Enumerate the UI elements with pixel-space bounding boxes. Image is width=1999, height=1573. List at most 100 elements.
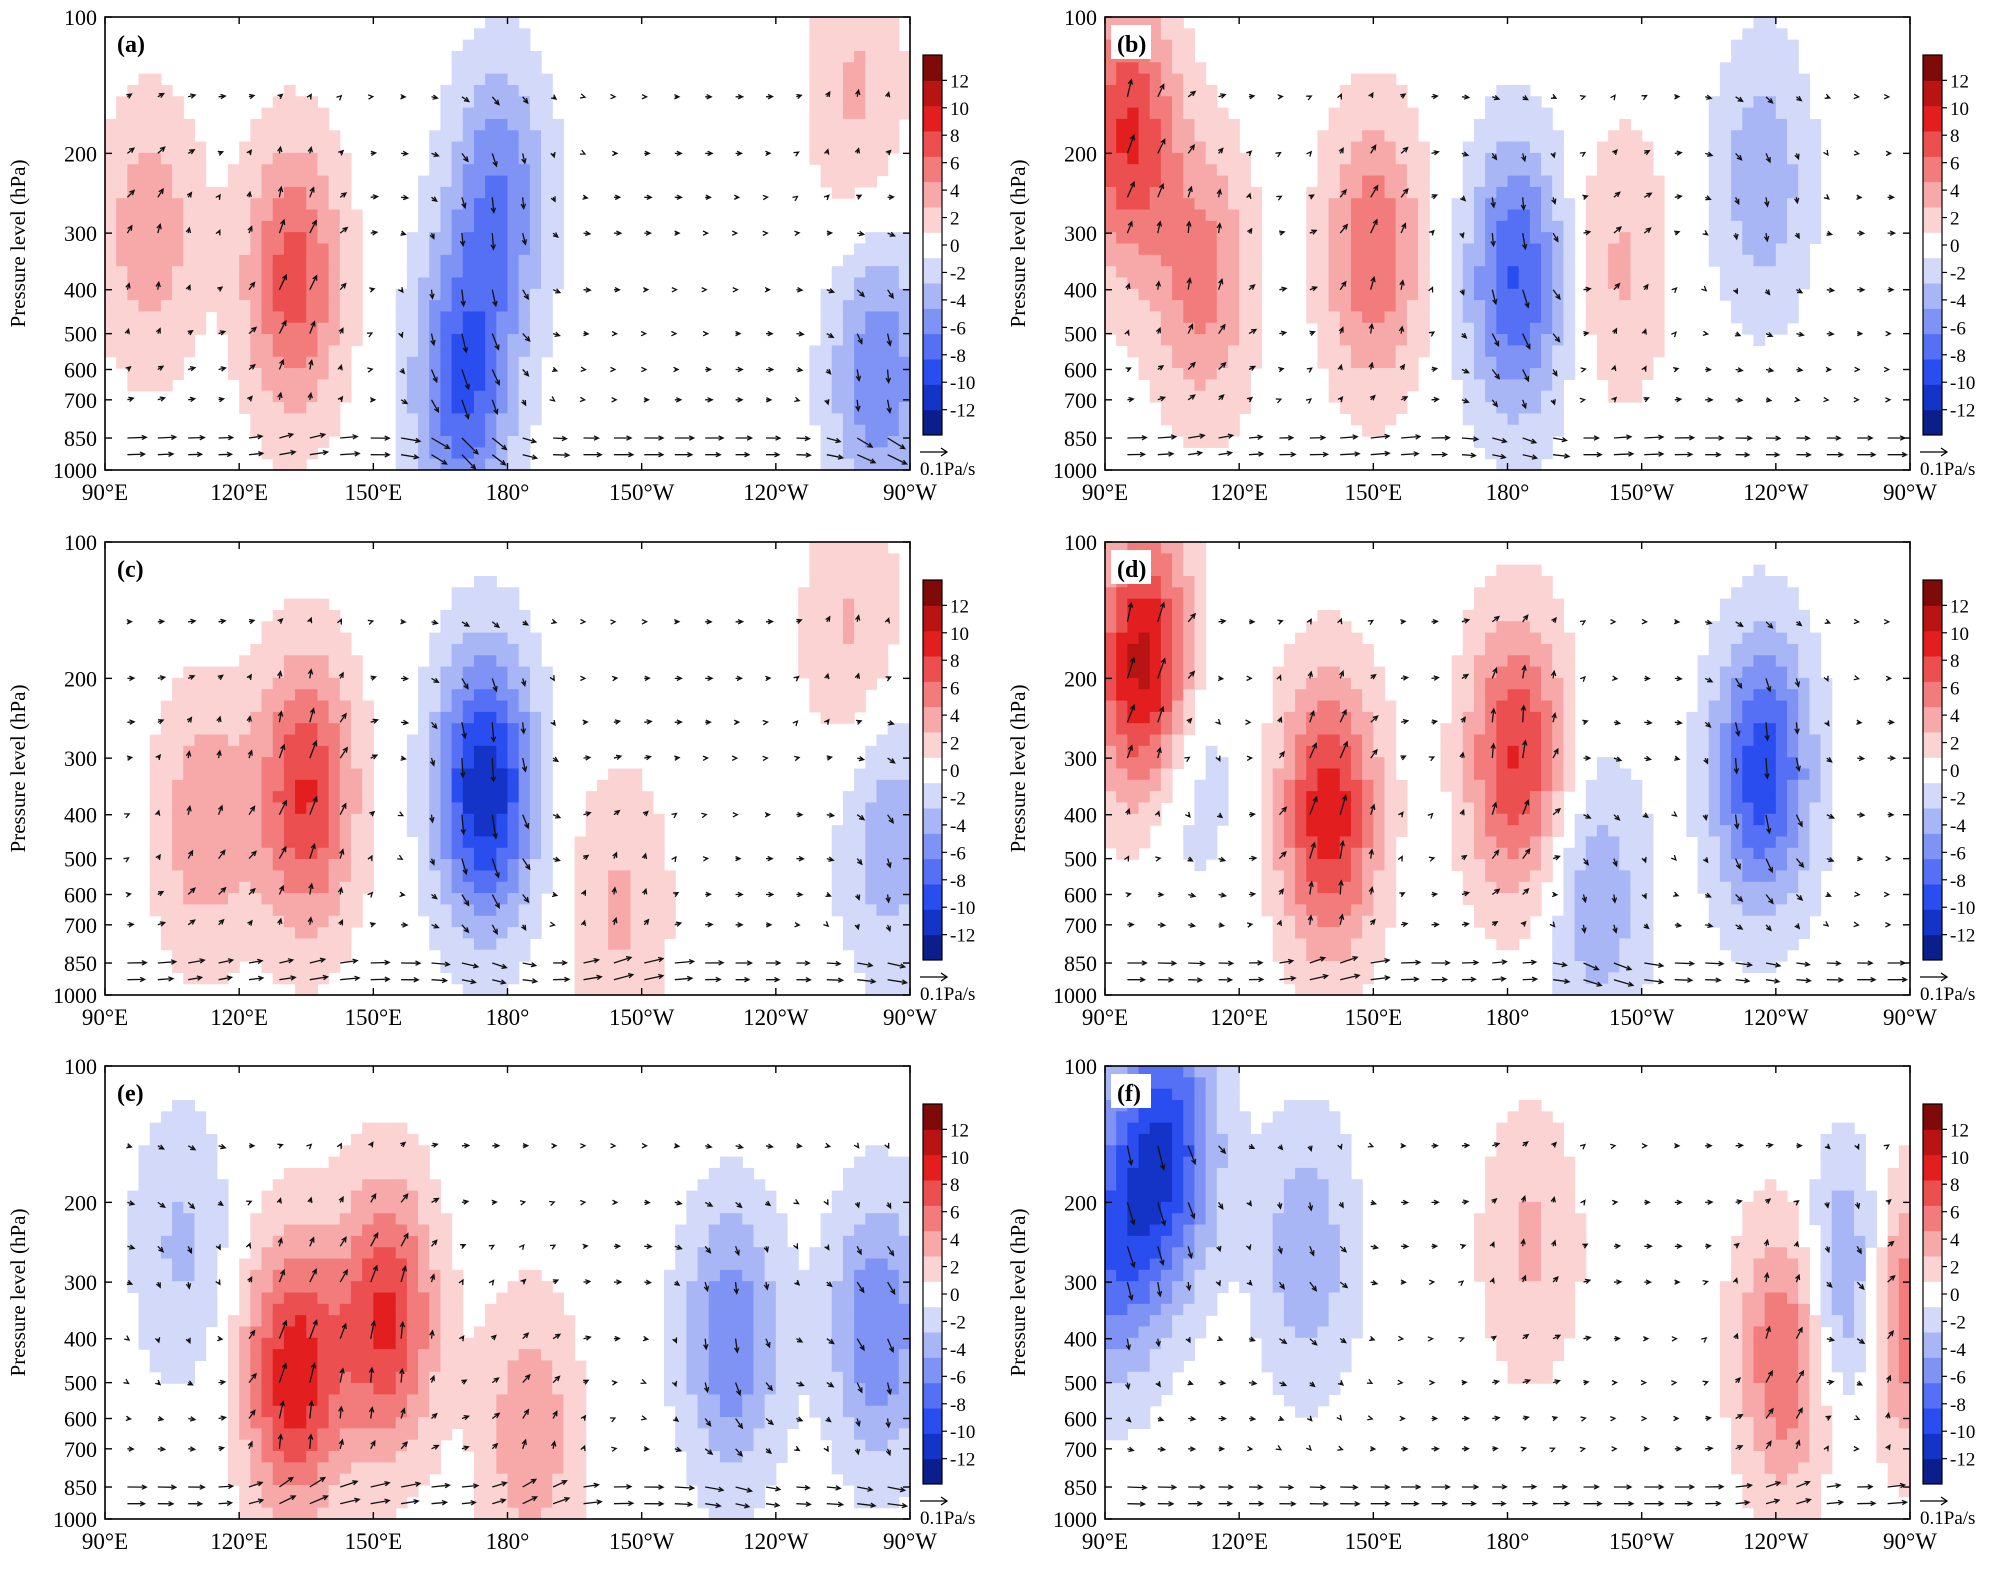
wind-vector [1853, 397, 1860, 403]
wind-vector [549, 675, 555, 682]
field-cell [1339, 96, 1352, 109]
field-cell [1395, 390, 1408, 403]
field-cell [541, 734, 553, 747]
field-cell [440, 379, 453, 392]
field-cell [820, 164, 833, 177]
field-cell [1194, 300, 1207, 313]
field-cell [1227, 402, 1240, 414]
wind-vector [248, 93, 256, 100]
wind-vector [1550, 152, 1556, 159]
wind-vector [218, 396, 226, 403]
field-cell [216, 711, 229, 724]
wind-vector [1309, 451, 1330, 458]
field-cell [160, 322, 173, 335]
field-cell [1395, 368, 1408, 380]
field-cell [272, 198, 285, 211]
field-cell [842, 424, 855, 437]
field-cell [283, 243, 296, 256]
field-cell [507, 927, 520, 939]
field-cell [854, 254, 866, 267]
wind-vector [126, 224, 133, 234]
wind-vector [309, 795, 318, 815]
field-cell [529, 50, 542, 63]
field-cell [183, 243, 196, 256]
field-cell [1339, 266, 1352, 279]
field-cell [541, 859, 553, 872]
field-cell [172, 881, 184, 894]
field-cell [854, 73, 866, 86]
field-cell [485, 220, 497, 233]
field-cell [1172, 322, 1184, 335]
field-cell [1418, 254, 1430, 267]
field-cell [1630, 198, 1643, 211]
field-cell [1250, 232, 1263, 245]
field-cell [1172, 390, 1184, 403]
wind-vector [187, 919, 196, 926]
y-tick-label: 600 [1064, 358, 1097, 383]
field-cell [451, 904, 464, 917]
field-cell [451, 62, 464, 75]
field-cell [1160, 277, 1173, 290]
wind-vector [1705, 366, 1713, 373]
wind-vector [1461, 151, 1470, 157]
field-cell [216, 893, 229, 905]
field-cell [261, 243, 274, 256]
field-cell [283, 164, 296, 177]
field-cell [507, 254, 520, 267]
field-cell [473, 436, 486, 448]
wind-vector [612, 851, 618, 859]
field-cell [652, 836, 665, 849]
field-cell [876, 927, 889, 939]
field-cell [485, 50, 497, 63]
field-cell [507, 130, 520, 143]
wind-vector [705, 194, 712, 200]
field-cell [328, 322, 341, 335]
field-cell [1608, 334, 1620, 347]
field-cell [1350, 254, 1363, 267]
field-cell [160, 311, 173, 324]
wind-vector [794, 230, 801, 237]
field-cell [116, 186, 128, 199]
wind-vector [549, 396, 556, 402]
field-cell [876, 152, 889, 165]
field-cell [1630, 254, 1643, 267]
field-cell [295, 689, 307, 702]
wind-vector [766, 451, 781, 458]
field-cell [328, 424, 341, 437]
field-cell [127, 96, 140, 109]
field-cell [1160, 322, 1173, 335]
field-cell [1328, 288, 1341, 301]
field-cell [194, 791, 207, 804]
field-cell [1731, 73, 1743, 86]
field-cell [1630, 345, 1643, 358]
wind-vector [1522, 289, 1530, 309]
wind-vector [185, 750, 192, 759]
field-cell [1753, 96, 1766, 109]
field-cell [317, 277, 330, 290]
field-cell [630, 859, 643, 872]
field-cell [272, 368, 285, 380]
field-cell [395, 402, 408, 414]
field-cell [1473, 413, 1486, 426]
field-cell [518, 141, 531, 154]
field-cell [507, 791, 520, 804]
field-cell [105, 254, 117, 267]
field-cell [1775, 130, 1788, 143]
field-cell [328, 723, 341, 736]
field-cell [317, 666, 330, 679]
field-cell [865, 542, 878, 554]
field-cell [306, 402, 319, 414]
wind-vector [1735, 152, 1743, 161]
wind-vector [856, 437, 874, 448]
field-cell [339, 232, 352, 245]
wind-vector [1368, 322, 1375, 334]
field-cell [1462, 164, 1475, 177]
field-cell [876, 598, 889, 611]
field-cell [1731, 50, 1743, 63]
field-cell [183, 904, 196, 917]
wind-vector [522, 620, 529, 626]
field-cell [1641, 266, 1654, 279]
field-cell [898, 791, 910, 804]
field-cell [239, 904, 251, 917]
field-cell [496, 209, 509, 222]
